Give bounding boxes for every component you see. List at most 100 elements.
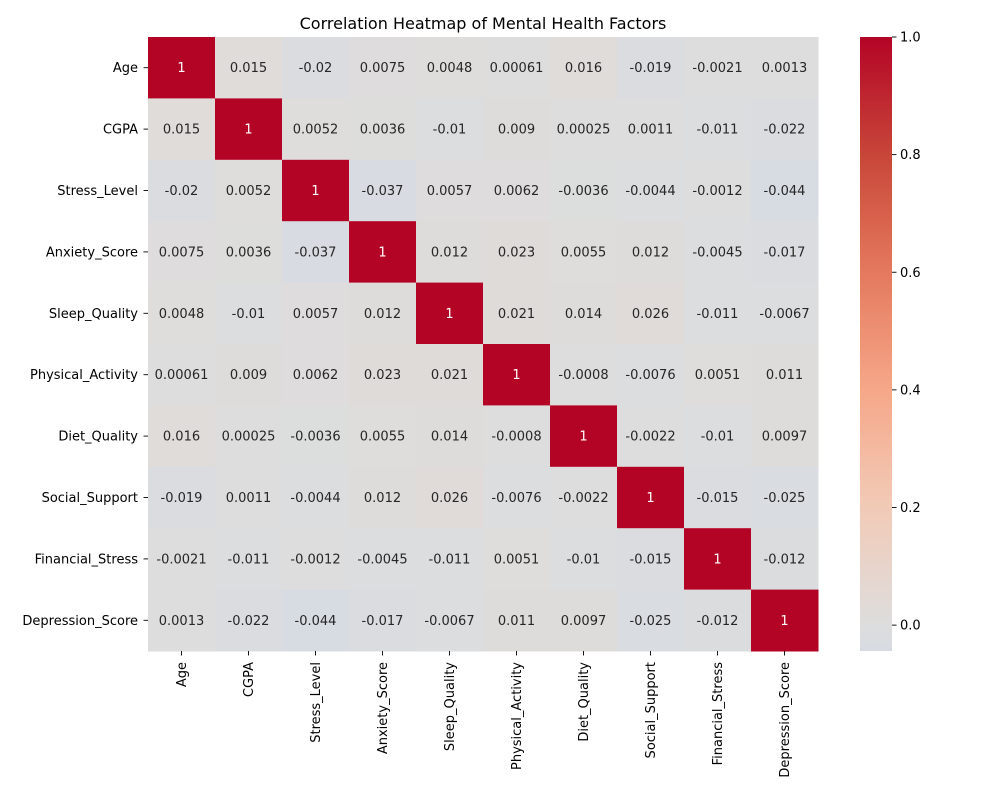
heatmap-cell <box>483 159 551 222</box>
heatmap-cell <box>550 159 618 222</box>
heatmap-cell <box>349 282 417 345</box>
heatmap-cell <box>684 159 752 222</box>
heatmap-cell <box>416 405 484 468</box>
x-axis: Age CGPA Stress_Level Anxiety_Score Sleep_Qu… <box>175 651 793 778</box>
cell-annotation: 0.0057 <box>293 307 339 322</box>
cell-annotation: 0.015 <box>230 61 267 76</box>
heatmap-cell <box>684 528 752 591</box>
x-tick-label: Stress_Level <box>309 662 324 743</box>
y-tick-label: Physical_Activity <box>30 368 138 383</box>
heatmap-cell <box>617 282 685 345</box>
cell-annotation: 0.016 <box>565 61 602 76</box>
colorbar-tick-label: 0.2 <box>900 501 921 516</box>
heatmap-cell <box>215 589 283 652</box>
heatmap-cells <box>148 37 819 652</box>
heatmap-cell <box>617 344 685 406</box>
heatmap-cell <box>617 37 685 99</box>
cell-annotation: -0.0022 <box>558 491 608 506</box>
colorbar-gradient <box>860 37 892 651</box>
cell-annotation: 1 <box>579 430 587 445</box>
heatmap-cell <box>349 589 417 652</box>
cell-annotation: -0.025 <box>764 491 806 506</box>
cell-annotation: 0.0052 <box>293 123 339 138</box>
heatmap-cell <box>684 98 752 161</box>
cell-annotation: 0.0057 <box>427 184 473 199</box>
cell-annotation: -0.0021 <box>156 552 206 567</box>
y-tick-label: Anxiety_Score <box>46 245 138 260</box>
cell-annotation: -0.017 <box>362 614 404 629</box>
heatmap-cell <box>550 344 618 406</box>
heatmap-cell <box>684 37 752 99</box>
heatmap-cell <box>550 589 618 652</box>
cell-annotation: -0.0067 <box>424 614 474 629</box>
cell-annotation: 0.0036 <box>226 245 272 260</box>
cell-annotation: 0.016 <box>163 430 200 445</box>
heatmap-cell <box>282 221 350 284</box>
x-tick-label: Anxiety_Score <box>376 662 391 754</box>
cell-annotation: -0.01 <box>433 123 467 138</box>
cell-annotation: 0.0075 <box>360 61 406 76</box>
cell-annotation: -0.02 <box>299 61 333 76</box>
heatmap-cell <box>550 466 618 529</box>
chart-title: Correlation Heatmap of Mental Health Fac… <box>300 14 667 33</box>
cell-annotation: 0.014 <box>431 430 468 445</box>
cell-annotation: 0.0062 <box>494 184 540 199</box>
cell-annotation: 0.015 <box>163 123 200 138</box>
heatmap-cell <box>483 98 551 161</box>
cell-annotation: -0.0012 <box>692 184 742 199</box>
cell-annotation: -0.019 <box>161 491 203 506</box>
heatmap-cell <box>483 344 551 406</box>
heatmap-cell <box>349 344 417 406</box>
cell-annotation: 0.0011 <box>628 123 674 138</box>
heatmap-cell <box>349 98 417 161</box>
cell-annotation: -0.0076 <box>491 491 541 506</box>
heatmap-cell <box>550 528 618 591</box>
cell-annotation: -0.011 <box>697 307 739 322</box>
y-tick-label: Financial_Stress <box>35 552 139 567</box>
cell-annotation: 0.00061 <box>155 368 209 383</box>
heatmap-cell <box>416 221 484 284</box>
cell-annotation: -0.0008 <box>491 430 541 445</box>
heatmap-cell <box>483 37 551 99</box>
cell-annotation: -0.0008 <box>558 368 608 383</box>
heatmap-cell <box>483 405 551 468</box>
cell-annotation: -0.011 <box>228 552 270 567</box>
y-tick-label: Social_Support <box>42 491 138 506</box>
cell-annotation: 0.026 <box>431 491 468 506</box>
cell-annotation: 0.026 <box>632 307 669 322</box>
cell-annotation: 0.0036 <box>360 123 406 138</box>
y-tick-label: CGPA <box>103 123 138 138</box>
cell-annotation: 0.00061 <box>490 61 544 76</box>
heatmap-cell <box>617 159 685 222</box>
x-tick-label: Financial_Stress <box>711 662 726 766</box>
cell-annotation: -0.015 <box>697 491 739 506</box>
heatmap-cell <box>282 344 350 406</box>
heatmap-cell <box>148 159 216 222</box>
heatmap-cell <box>148 528 216 591</box>
x-tick-label: Physical_Activity <box>510 662 525 770</box>
heatmap-cell <box>617 528 685 591</box>
cell-annotation: 1 <box>244 123 252 138</box>
heatmap-cell <box>416 344 484 406</box>
heatmap-cell <box>483 589 551 652</box>
heatmap-cell <box>483 466 551 529</box>
cell-annotation: 0.011 <box>498 614 535 629</box>
cell-annotation: -0.0067 <box>759 307 809 322</box>
cell-annotation: -0.0036 <box>290 430 340 445</box>
cell-annotation: -0.025 <box>630 614 672 629</box>
colorbar-tick-label: 0.4 <box>900 383 921 398</box>
cell-annotation: 0.0051 <box>494 552 540 567</box>
heatmap-cell <box>617 589 685 652</box>
heatmap-cell <box>684 282 752 345</box>
heatmap-cell <box>349 466 417 529</box>
cell-annotation: 0.011 <box>766 368 803 383</box>
heatmap-cell <box>684 589 752 652</box>
cell-annotation: -0.0021 <box>692 61 742 76</box>
heatmap-cell <box>483 282 551 345</box>
heatmap-cell <box>416 159 484 222</box>
x-tick-label: Diet_Quality <box>577 662 592 742</box>
x-tick-label: Age <box>175 662 190 687</box>
cell-annotation: -0.0044 <box>290 491 340 506</box>
heatmap-cell <box>751 405 819 468</box>
cell-annotation: 0.021 <box>498 307 535 322</box>
